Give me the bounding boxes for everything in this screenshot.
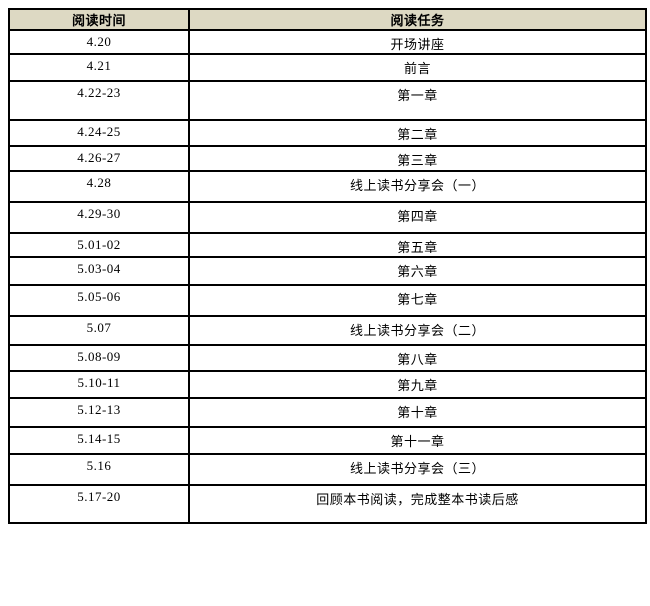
reading-task-cell: 第八章: [188, 344, 647, 372]
table-row: 4.24-25 第二章: [8, 119, 647, 147]
reading-time-cell: 5.10-11: [8, 370, 190, 399]
reading-time-cell: 5.17-20: [8, 484, 190, 524]
reading-time-cell: 5.01-02: [8, 232, 190, 258]
reading-time-cell: 5.16: [8, 453, 190, 486]
reading-time-cell: 5.08-09: [8, 344, 190, 372]
table-row: 4.20 开场讲座: [8, 29, 647, 55]
table-row: 5.08-09 第八章: [8, 344, 647, 372]
column-header-reading-task: 阅读任务: [188, 8, 647, 31]
reading-time-cell: 4.22-23: [8, 80, 190, 121]
reading-time-cell: 4.26-27: [8, 145, 190, 172]
reading-time-cell: 4.20: [8, 29, 190, 55]
reading-task-cell: 前言: [188, 53, 647, 82]
reading-task-cell: 第四章: [188, 201, 647, 234]
table-row: 5.16 线上读书分享会（三）: [8, 453, 647, 486]
reading-task-cell: 第六章: [188, 256, 647, 286]
table-row: 4.21 前言: [8, 53, 647, 82]
table-header-row: 阅读时间 阅读任务: [8, 8, 647, 31]
reading-task-cell: 第二章: [188, 119, 647, 147]
reading-task-cell: 回顾本书阅读，完成整本书读后感: [188, 484, 647, 524]
reading-time-cell: 5.12-13: [8, 397, 190, 428]
reading-time-cell: 4.29-30: [8, 201, 190, 234]
table-row: 5.12-13 第十章: [8, 397, 647, 428]
reading-time-cell: 4.21: [8, 53, 190, 82]
reading-time-cell: 4.28: [8, 170, 190, 203]
table-row: 5.01-02 第五章: [8, 232, 647, 258]
table-row: 4.28 线上读书分享会（一）: [8, 170, 647, 203]
reading-task-cell: 第一章: [188, 80, 647, 121]
reading-task-cell: 开场讲座: [188, 29, 647, 55]
reading-task-cell: 第七章: [188, 284, 647, 317]
reading-task-cell: 第十章: [188, 397, 647, 428]
reading-schedule-table: 阅读时间 阅读任务 4.20 开场讲座 4.21 前言 4.22-23 第一章 …: [8, 8, 647, 524]
reading-time-cell: 4.24-25: [8, 119, 190, 147]
reading-task-cell: 线上读书分享会（三）: [188, 453, 647, 486]
table-row: 4.29-30 第四章: [8, 201, 647, 234]
reading-time-cell: 5.03-04: [8, 256, 190, 286]
reading-time-cell: 5.07: [8, 315, 190, 346]
reading-time-cell: 5.14-15: [8, 426, 190, 455]
reading-task-cell: 第十一章: [188, 426, 647, 455]
reading-task-cell: 线上读书分享会（二）: [188, 315, 647, 346]
table-row: 5.03-04 第六章: [8, 256, 647, 286]
reading-time-cell: 5.05-06: [8, 284, 190, 317]
table-row: 5.17-20 回顾本书阅读，完成整本书读后感: [8, 484, 647, 524]
table-row: 5.05-06 第七章: [8, 284, 647, 317]
table-row: 5.14-15 第十一章: [8, 426, 647, 455]
reading-task-cell: 第九章: [188, 370, 647, 399]
table-row: 4.22-23 第一章: [8, 80, 647, 121]
table-row: 5.07 线上读书分享会（二）: [8, 315, 647, 346]
column-header-reading-time: 阅读时间: [8, 8, 190, 31]
reading-task-cell: 第三章: [188, 145, 647, 172]
reading-task-cell: 线上读书分享会（一）: [188, 170, 647, 203]
table-row: 5.10-11 第九章: [8, 370, 647, 399]
reading-task-cell: 第五章: [188, 232, 647, 258]
table-row: 4.26-27 第三章: [8, 145, 647, 172]
